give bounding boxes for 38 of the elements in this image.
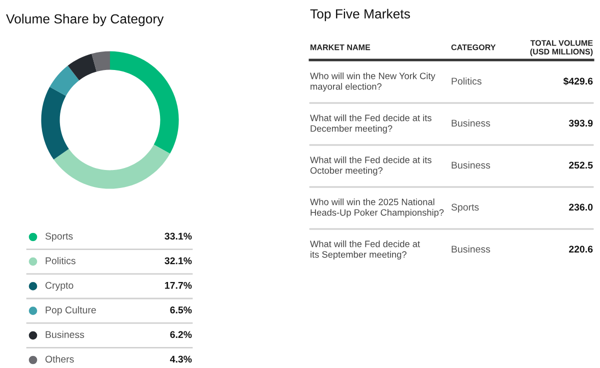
data-label: 6.5%: [170, 306, 192, 314]
data-label: 33.1%: [164, 232, 192, 240]
donut-slice: [110, 51, 179, 154]
text: CATEGORY: [451, 44, 496, 50]
legend-label: Pop Culture: [46, 306, 96, 316]
text: 252.5: [569, 162, 593, 169]
category-label: Business: [452, 119, 490, 127]
category-label: What will the Fed decide at its September meeting?: [310, 240, 420, 260]
text: $429.6: [563, 77, 593, 86]
text: 236.0: [569, 204, 593, 211]
category-label: What will the Fed decide at its December meeting?: [310, 114, 432, 134]
data-label: 4.3%: [170, 356, 192, 363]
data-label: 6.2%: [170, 331, 192, 338]
text: 220.6: [569, 246, 593, 253]
category-label: Politics: [452, 77, 482, 85]
category-label: What will the Fed decide at its October meeting?: [310, 156, 432, 176]
legend-label: Business: [46, 330, 84, 338]
category-label: Who will win the New York City mayoral election?: [310, 72, 436, 92]
category-label: Who will win the 2025 National Heads-Up Poker Championship?: [310, 198, 444, 218]
category-label: Business: [452, 161, 490, 169]
donut-slice: [92, 51, 110, 72]
donut-slice: [50, 66, 80, 96]
chart-title: Volume Share by Category: [6, 14, 164, 26]
donut-slice: [54, 144, 170, 189]
legend-label: Sports: [45, 232, 73, 242]
category-label: Business: [452, 245, 490, 253]
donut-slice: [41, 86, 69, 160]
data-label: 32.1%: [164, 257, 192, 264]
legend-label: Crypto: [45, 282, 74, 291]
legend-label: Politics: [46, 257, 76, 264]
data-label: 17.7%: [165, 282, 192, 289]
text: Top Five Markets: [310, 8, 410, 22]
text: 393.9: [568, 120, 593, 127]
donut-slice: [68, 54, 97, 80]
text: TOTAL VOLUME (USD MILLIONS): [530, 40, 593, 56]
text: MARKET NAME: [310, 44, 370, 50]
category-label: Sports: [451, 204, 479, 213]
legend-label: Others: [45, 355, 74, 363]
